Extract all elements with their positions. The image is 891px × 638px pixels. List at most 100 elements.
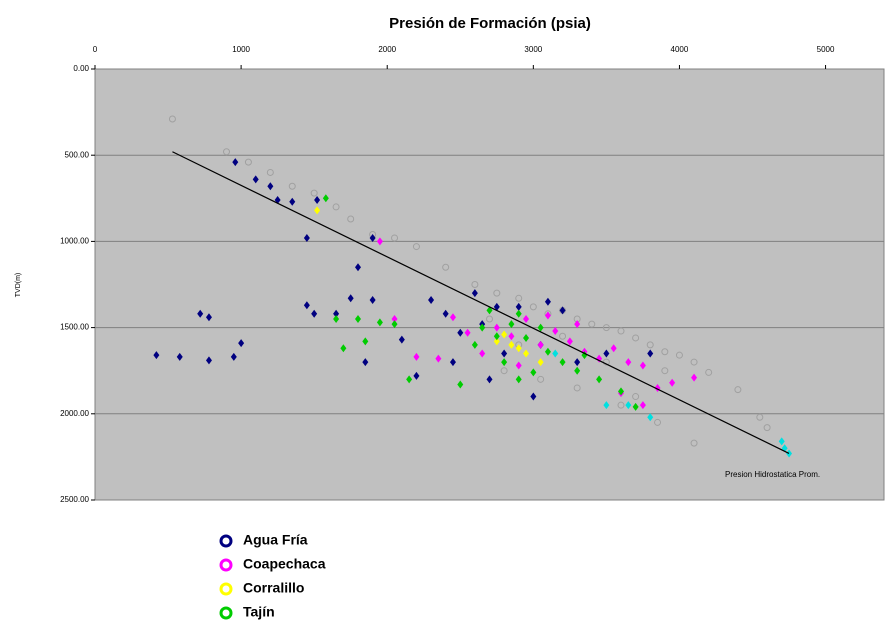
point xyxy=(573,384,581,392)
point xyxy=(778,437,785,446)
point xyxy=(500,367,508,375)
legend-label: Tajín xyxy=(243,604,275,620)
point xyxy=(675,351,683,359)
point xyxy=(515,294,523,302)
point xyxy=(530,392,537,401)
point xyxy=(596,375,603,384)
chart-title: Presión de Formación (psia) xyxy=(389,15,591,32)
point xyxy=(544,297,551,306)
point xyxy=(479,349,486,358)
x-tick-label: 4000 xyxy=(671,45,689,54)
point xyxy=(559,332,567,340)
point xyxy=(530,368,537,377)
point xyxy=(266,168,274,176)
point xyxy=(391,314,398,323)
point xyxy=(632,402,639,411)
point xyxy=(362,358,369,367)
y-axis-label: TVD(m) xyxy=(15,273,22,298)
annotation: Presion Hidrostatica Prom. xyxy=(725,470,820,479)
point xyxy=(523,349,530,358)
point xyxy=(493,289,501,297)
point xyxy=(537,375,545,383)
point xyxy=(508,340,515,349)
point xyxy=(442,309,449,318)
point xyxy=(486,375,493,384)
x-tick-label: 0 xyxy=(93,45,98,54)
point xyxy=(690,358,698,366)
point xyxy=(398,335,405,344)
point xyxy=(705,368,713,376)
point xyxy=(391,320,398,329)
point xyxy=(493,337,500,346)
point xyxy=(457,328,464,337)
point xyxy=(559,306,566,315)
point xyxy=(552,349,559,358)
x-tick-label: 2000 xyxy=(378,45,396,54)
point xyxy=(322,194,329,203)
point xyxy=(412,243,420,251)
legend-label: Coapechaca xyxy=(243,556,326,572)
point xyxy=(756,413,764,421)
point xyxy=(303,233,310,242)
point xyxy=(544,311,551,320)
point xyxy=(661,367,669,375)
point xyxy=(632,334,640,342)
point xyxy=(574,358,581,367)
point xyxy=(669,378,676,387)
point xyxy=(537,358,544,367)
point xyxy=(617,401,625,409)
point xyxy=(311,309,318,318)
plot-area xyxy=(94,68,885,501)
point xyxy=(464,328,471,337)
point xyxy=(493,332,500,341)
point xyxy=(602,324,610,332)
point xyxy=(574,366,581,375)
point xyxy=(362,337,369,346)
legend-label: Corralillo xyxy=(243,580,304,596)
point xyxy=(515,302,522,311)
point xyxy=(763,424,771,432)
point xyxy=(303,301,310,310)
y-tick-label: 2500.00 xyxy=(60,495,89,504)
point xyxy=(515,344,522,353)
x-tick-label: 1000 xyxy=(232,45,250,54)
point xyxy=(457,380,464,389)
point xyxy=(515,309,522,318)
x-tick-label: 5000 xyxy=(817,45,835,54)
point xyxy=(471,289,478,298)
point xyxy=(391,234,399,242)
point xyxy=(647,349,654,358)
point xyxy=(537,340,544,349)
point xyxy=(574,320,581,329)
point xyxy=(515,375,522,384)
y-tick-label: 1500.00 xyxy=(60,323,89,332)
point xyxy=(310,189,318,197)
x-tick-label: 3000 xyxy=(524,45,542,54)
point xyxy=(537,323,544,332)
point xyxy=(603,401,610,410)
point xyxy=(654,418,662,426)
point xyxy=(690,439,698,447)
point xyxy=(625,401,632,410)
point xyxy=(369,233,376,242)
y-tick-label: 1000.00 xyxy=(60,237,89,246)
point xyxy=(523,314,530,323)
point xyxy=(413,371,420,380)
point xyxy=(661,348,669,356)
point xyxy=(288,182,296,190)
point xyxy=(355,314,361,323)
point xyxy=(479,323,486,332)
point xyxy=(230,352,237,361)
point xyxy=(347,294,354,303)
point xyxy=(168,115,176,123)
point xyxy=(501,330,508,339)
point xyxy=(544,347,551,356)
point xyxy=(559,358,566,367)
point xyxy=(618,387,624,396)
point xyxy=(340,344,347,353)
y-tick-label: 500.00 xyxy=(65,150,90,159)
point xyxy=(552,327,559,336)
point xyxy=(428,296,435,305)
point xyxy=(449,358,456,367)
